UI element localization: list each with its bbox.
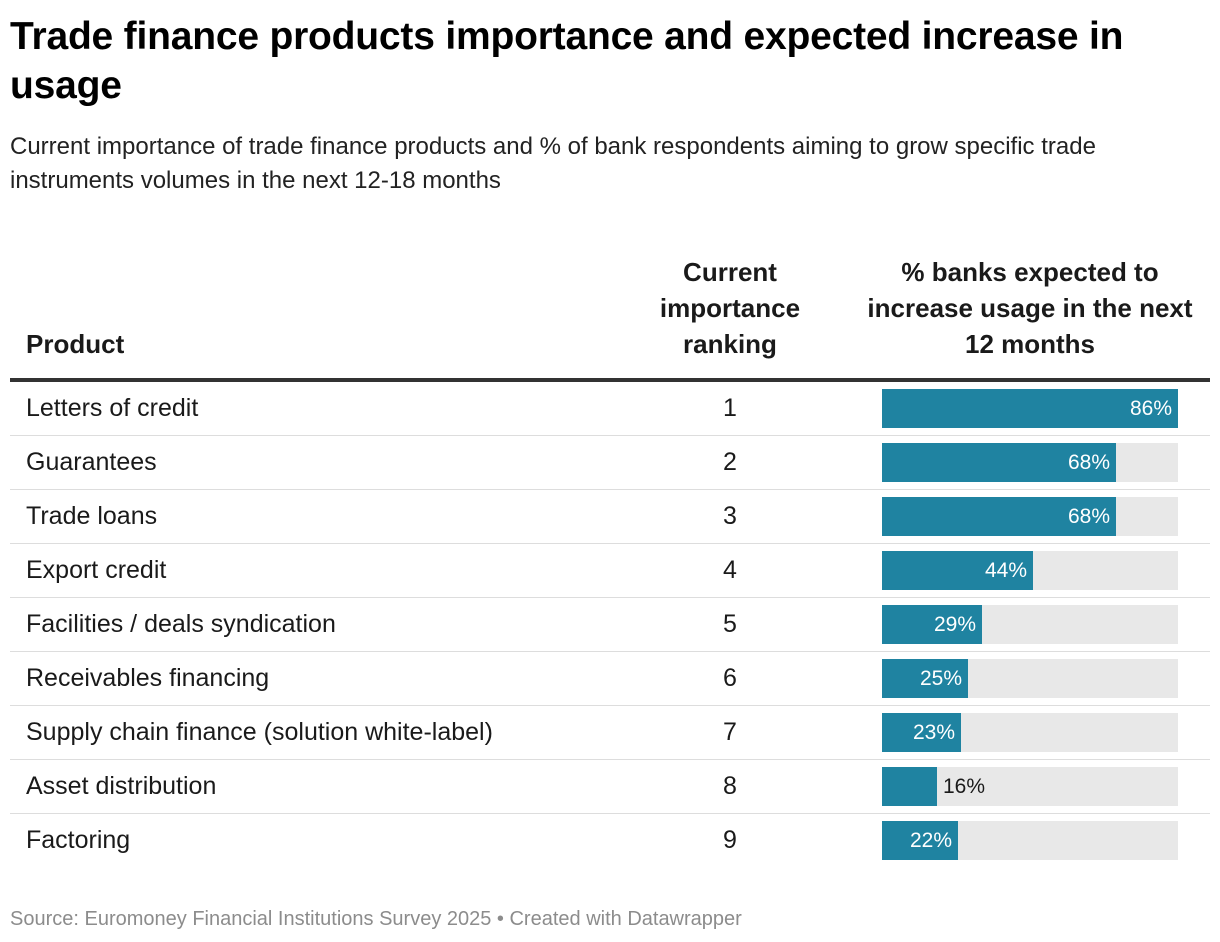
product-cell: Factoring — [26, 826, 131, 854]
bar-value-label: 16% — [943, 775, 986, 798]
bar-value-label: 68% — [1067, 505, 1110, 528]
bar-track: 22% — [882, 821, 1178, 860]
bar — [882, 713, 961, 752]
bar — [882, 821, 958, 860]
bar-track: 68% — [882, 497, 1178, 536]
table-row: Letters of credit 1 86% — [10, 382, 1210, 436]
header-divider — [10, 378, 1210, 382]
rank-cell: 7 — [723, 718, 737, 746]
product-cell: Supply chain finance (solution white-lab… — [26, 718, 493, 746]
table-row: Trade loans 3 68% — [10, 490, 1210, 544]
table-body: Letters of credit 1 86% Guarantees 2 68% Trade… — [10, 382, 1210, 868]
rank-cell: 2 — [723, 448, 737, 476]
bar-track: 44% — [882, 551, 1178, 590]
bar-value-label: 68% — [1067, 451, 1110, 474]
bar — [882, 767, 937, 806]
rank-cell: 1 — [723, 394, 737, 422]
column-header-pct[interactable]: % banks expected to increase usage in th… — [867, 257, 1193, 359]
column-header-rank[interactable]: Current importance ranking — [659, 257, 801, 359]
rank-cell: 8 — [723, 772, 737, 800]
bar-value-label: 25% — [919, 667, 962, 690]
bar-value-label: 22% — [909, 829, 952, 852]
bar-value-label: 29% — [933, 613, 976, 636]
bar-track: 23% — [882, 713, 1178, 752]
rank-cell: 5 — [723, 610, 737, 638]
product-cell: Export credit — [26, 556, 167, 584]
table-row: Factoring 9 22% — [10, 814, 1210, 868]
table-row: Supply chain finance (solution white-lab… — [10, 706, 1210, 760]
rank-cell: 4 — [723, 556, 737, 584]
bar — [882, 443, 1116, 482]
chart-title: Trade finance products importance and ex… — [10, 15, 1124, 107]
product-cell: Facilities / deals syndication — [26, 610, 336, 638]
rank-cell: 3 — [723, 502, 737, 530]
bar — [882, 551, 1033, 590]
table-row: Receivables financing 6 25% — [10, 652, 1210, 706]
table-row: Export credit 4 44% — [10, 544, 1210, 598]
bar — [882, 605, 982, 644]
rank-cell: 9 — [723, 826, 737, 854]
product-cell: Letters of credit — [26, 394, 199, 422]
column-header-product[interactable]: Product — [26, 329, 125, 359]
table-row: Guarantees 2 68% — [10, 436, 1210, 490]
bar-track: 16% — [882, 767, 1178, 806]
source-note: Source: Euromoney Financial Institutions… — [10, 908, 742, 930]
product-cell: Guarantees — [26, 448, 157, 476]
chart-subtitle: Current importance of trade finance prod… — [10, 133, 1096, 194]
bar-value-label: 23% — [912, 721, 955, 744]
product-cell: Asset distribution — [26, 772, 217, 800]
bar — [882, 497, 1116, 536]
bar — [882, 659, 968, 698]
bar-track: 25% — [882, 659, 1178, 698]
bar-value-label: 86% — [1129, 397, 1172, 420]
product-cell: Receivables financing — [26, 664, 270, 692]
table-row: Asset distribution 8 16% — [10, 760, 1210, 814]
bar-value-label: 44% — [984, 559, 1027, 582]
bar-track: 68% — [882, 443, 1178, 482]
bar — [882, 389, 1178, 428]
bar-track: 29% — [882, 605, 1178, 644]
bar-track: 86% — [882, 389, 1178, 428]
product-cell: Trade loans — [26, 502, 158, 530]
table-row: Facilities / deals syndication 5 29% — [10, 598, 1210, 652]
rank-cell: 6 — [723, 664, 737, 692]
